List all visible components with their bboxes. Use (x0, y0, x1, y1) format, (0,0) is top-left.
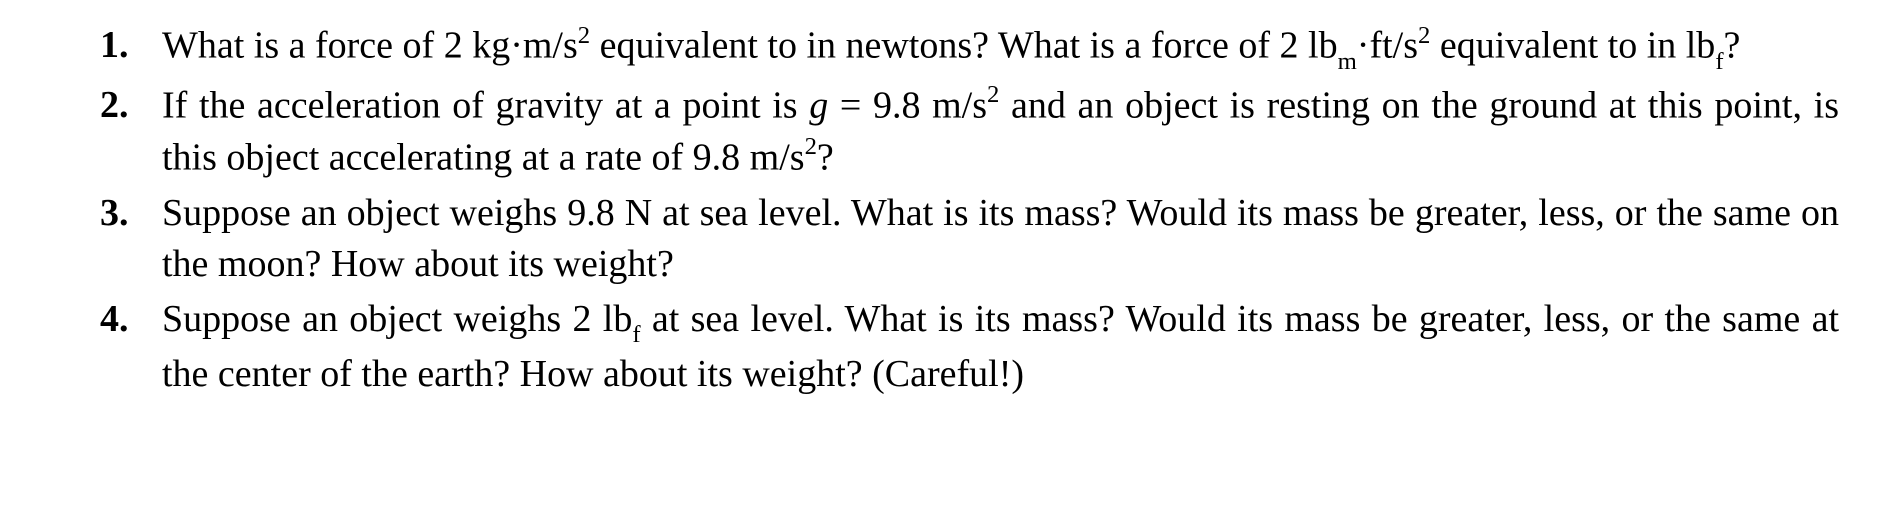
question-item-1: What is a force of 2 kg·m/s2 equivalent … (100, 20, 1839, 76)
question-text: m (1338, 48, 1357, 75)
question-text: equiv­alent to in lb (1430, 25, 1715, 67)
question-text: 2 (987, 81, 999, 108)
question-text: equivalent to in newtons? What is a forc… (590, 25, 1337, 67)
question-list: What is a force of 2 kg·m/s2 equivalent … (100, 20, 1839, 400)
question-text: What is a force of 2 kg·m/s (162, 25, 578, 67)
question-text: ·ft/s (1357, 25, 1418, 67)
question-text: Suppose an object weighs 9.8 N at sea le… (162, 192, 1839, 285)
question-item-2: If the acceleration of gravity at a poin… (100, 80, 1839, 184)
question-text: If the acceleration of gravity at a poin… (162, 84, 809, 126)
question-item-4: Suppose an object weighs 2 lbf at sea le… (100, 294, 1839, 400)
question-text: Suppose an object weighs 2 lb (162, 298, 632, 340)
question-text: ? (817, 136, 834, 178)
question-text: g (809, 84, 828, 126)
question-text: ? (1724, 25, 1741, 67)
question-text: 2 (1418, 22, 1430, 49)
question-text: 2 (805, 133, 817, 160)
question-text: 2 (578, 22, 590, 49)
question-text: f (632, 321, 640, 348)
question-text: = 9.8 m/s (828, 84, 987, 126)
question-item-3: Suppose an object weighs 9.8 N at sea le… (100, 188, 1839, 291)
question-text: f (1715, 48, 1723, 75)
